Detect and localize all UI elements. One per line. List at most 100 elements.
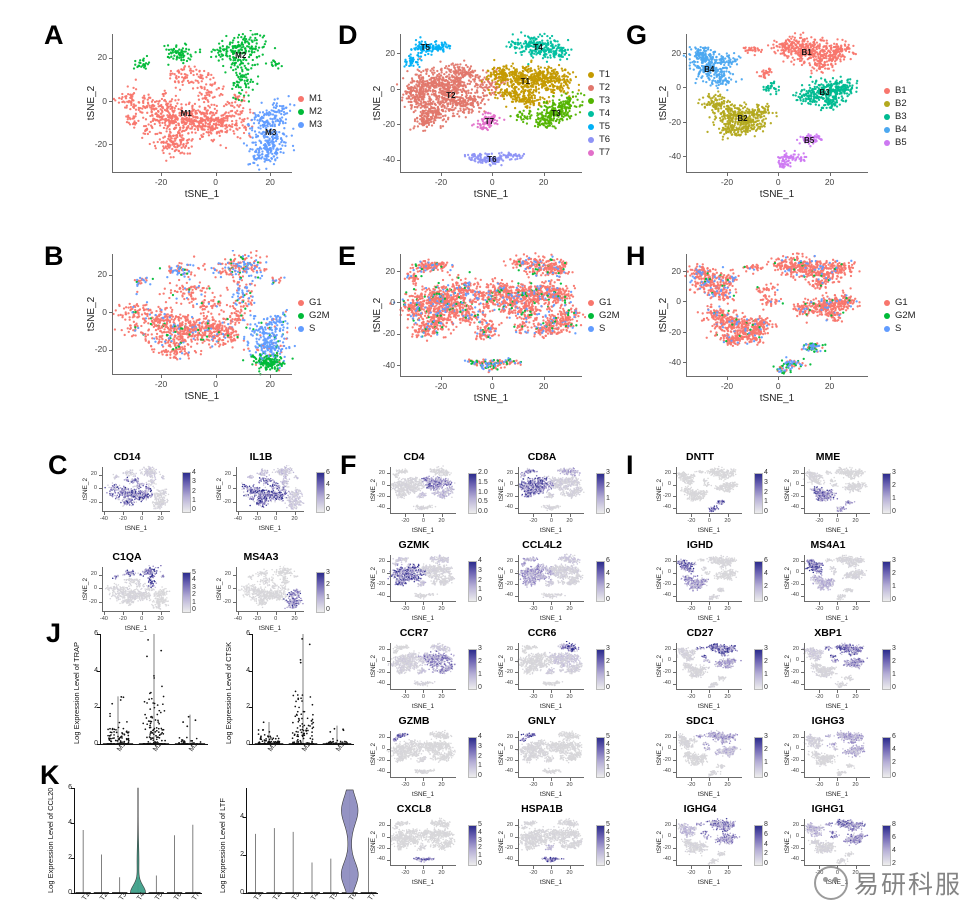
x-axis-line xyxy=(804,689,870,690)
y-tick xyxy=(801,507,804,509)
x-tick xyxy=(691,778,693,781)
y-tick xyxy=(387,496,390,498)
legend-item-T5[interactable]: T5 xyxy=(588,120,610,133)
colorbar-tick-label: 3 xyxy=(606,469,610,477)
panel-label-J: J xyxy=(46,618,62,648)
x-tick-label: 20 xyxy=(852,694,859,700)
x-axis-title: tSNE_1 xyxy=(258,524,282,532)
panel-E-scatter: 20 0 -20 -40 -20 0 20 tSNE_1 tSNE_2 xyxy=(372,250,586,404)
legend-item-B2[interactable]: B2 xyxy=(884,97,907,110)
panel-E-points xyxy=(372,250,586,402)
y-tick-label: -40 xyxy=(790,680,799,687)
y-tick xyxy=(397,271,400,273)
x-tick xyxy=(122,512,124,515)
legend-item-T6[interactable]: T6 xyxy=(588,133,610,146)
y-tick-label: -20 xyxy=(504,756,513,763)
x-tick-label: 0 xyxy=(421,518,425,524)
legend-item-G2M[interactable]: G2M xyxy=(298,309,330,322)
x-tick xyxy=(778,173,780,176)
y-tick xyxy=(683,87,686,89)
x-tick xyxy=(819,514,821,517)
y-axis-line xyxy=(676,555,677,601)
colorbar-tick-label: 3 xyxy=(764,645,768,653)
y-tick-label: 0 xyxy=(795,833,799,840)
x-axis-line xyxy=(400,172,582,173)
y-tick xyxy=(801,484,804,486)
feature-plot-points xyxy=(784,641,872,705)
y-tick-label: -40 xyxy=(662,680,671,687)
legend-item-G1[interactable]: G1 xyxy=(588,296,620,309)
legend-item-M3[interactable]: M3 xyxy=(298,118,322,131)
x-axis-title: tSNE_1 xyxy=(184,188,220,200)
y-tick xyxy=(801,595,804,597)
y-tick-label: 20 xyxy=(506,645,513,652)
x-axis-line xyxy=(236,611,304,612)
y-tick-label: -40 xyxy=(376,680,385,687)
x-tick xyxy=(533,866,535,869)
y-tick xyxy=(801,672,804,674)
x-tick xyxy=(569,778,571,781)
legend-item-B5[interactable]: B5 xyxy=(884,136,907,149)
legend-item-G2M[interactable]: G2M xyxy=(884,309,916,322)
x-tick xyxy=(215,173,217,176)
violin-plot-CCL20: 6420Log Expression Level of CCL20T1T2T3T… xyxy=(40,782,208,917)
legend-item-G1[interactable]: G1 xyxy=(884,296,916,309)
legend-label: T4 xyxy=(599,108,611,119)
legend-item-M2[interactable]: M2 xyxy=(298,105,322,118)
legend-label: M1 xyxy=(309,93,323,104)
legend-item-M1[interactable]: M1 xyxy=(298,92,322,105)
y-tick-label: 0 xyxy=(93,484,97,491)
y-axis-line xyxy=(676,819,677,865)
cluster-label-B1: B1 xyxy=(801,47,812,57)
legend-item-S[interactable]: S xyxy=(588,322,620,335)
x-tick xyxy=(551,602,553,605)
feature-plot-colorbar: 3 2 1 0 xyxy=(882,557,908,603)
feature-plot-points xyxy=(656,465,744,529)
y-tick xyxy=(397,88,400,90)
legend-item-G1[interactable]: G1 xyxy=(298,296,330,309)
x-axis-line xyxy=(390,777,456,778)
legend-item-T1[interactable]: T1 xyxy=(588,68,610,81)
colorbar-tick-label: 2 xyxy=(326,493,330,501)
panel-H-scatter: 20 0 -20 -40 -20 0 20 tSNE_1 tSNE_2 xyxy=(658,250,872,404)
x-tick xyxy=(829,173,831,176)
x-axis-title: tSNE_1 xyxy=(697,878,721,886)
x-tick-label: -20 xyxy=(401,782,410,788)
y-tick-label: -20 xyxy=(790,756,799,763)
x-axis-title: tSNE_1 xyxy=(184,390,220,402)
y-tick xyxy=(673,561,676,563)
legend-label: T6 xyxy=(599,134,611,145)
feature-plot-points xyxy=(784,553,872,617)
panel-label-H: H xyxy=(626,241,646,271)
legend-item-B1[interactable]: B1 xyxy=(884,84,907,97)
y-axis-line xyxy=(676,643,677,689)
colorbar-gradient xyxy=(596,472,605,515)
legend-item-T3[interactable]: T3 xyxy=(588,94,610,107)
colorbar-tick-label: 2 xyxy=(764,850,768,858)
colorbar-tick-label: 6 xyxy=(892,834,896,842)
legend-item-T7[interactable]: T7 xyxy=(588,146,610,159)
x-tick xyxy=(533,690,535,693)
colorbar-gradient xyxy=(754,560,763,603)
legend-item-S[interactable]: S xyxy=(298,322,330,335)
legend-item-T2[interactable]: T2 xyxy=(588,81,610,94)
legend-item-B4[interactable]: B4 xyxy=(884,123,907,136)
legend-item-S[interactable]: S xyxy=(884,322,916,335)
x-tick xyxy=(441,514,443,517)
y-tick-label: 0 xyxy=(667,745,671,752)
colorbar-tick-label: 2 xyxy=(326,581,330,589)
legend-item-B3[interactable]: B3 xyxy=(884,110,907,123)
x-tick xyxy=(103,512,105,515)
y-tick-label: -40 xyxy=(790,504,799,511)
y-tick xyxy=(801,748,804,750)
x-axis-line xyxy=(686,172,868,173)
x-tick xyxy=(551,866,553,869)
legend-item-G2M[interactable]: G2M xyxy=(588,309,620,322)
legend-item-T4[interactable]: T4 xyxy=(588,107,610,120)
colorbar-tick-label: 3 xyxy=(478,742,482,750)
